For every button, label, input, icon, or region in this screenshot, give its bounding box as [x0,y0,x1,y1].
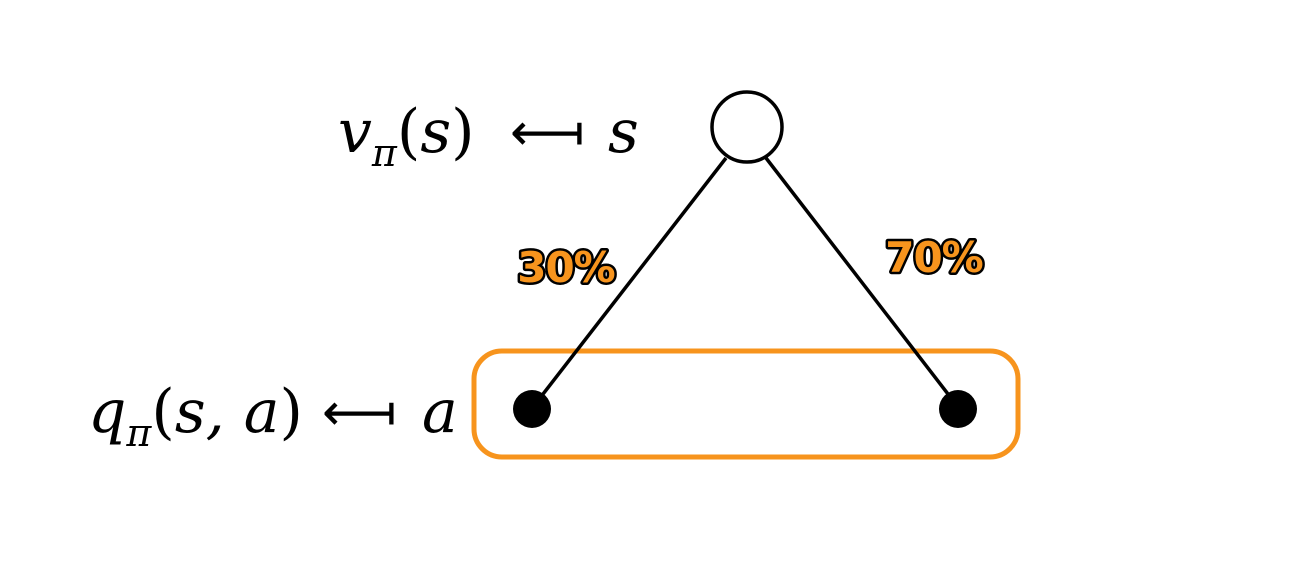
action-symbol: a [422,377,458,447]
state-value-args: s [420,97,451,167]
action-value-label: qπ(s, a) [88,377,303,455]
action-value-fn: q [88,377,126,447]
edge-left [531,156,728,409]
edge-right-probability: 70% [885,233,983,282]
state-symbol: s [608,97,639,167]
state-node [710,90,784,164]
state-value-fn: v [338,97,372,167]
state-mapsto-arrow: ⟻ [510,103,585,163]
action-value-sub: π [125,411,152,455]
edge-left-probability: 30% [517,243,615,292]
action-node-right [939,390,977,428]
action-node-left [513,390,551,428]
action-value-args: s, a [175,377,280,447]
state-value-label: vπ(s) [338,97,475,175]
state-value-sub: π [371,131,398,175]
action-highlight-box [471,348,1021,460]
edge-right [764,156,960,409]
action-mapsto-arrow: ⟻ [322,383,397,443]
